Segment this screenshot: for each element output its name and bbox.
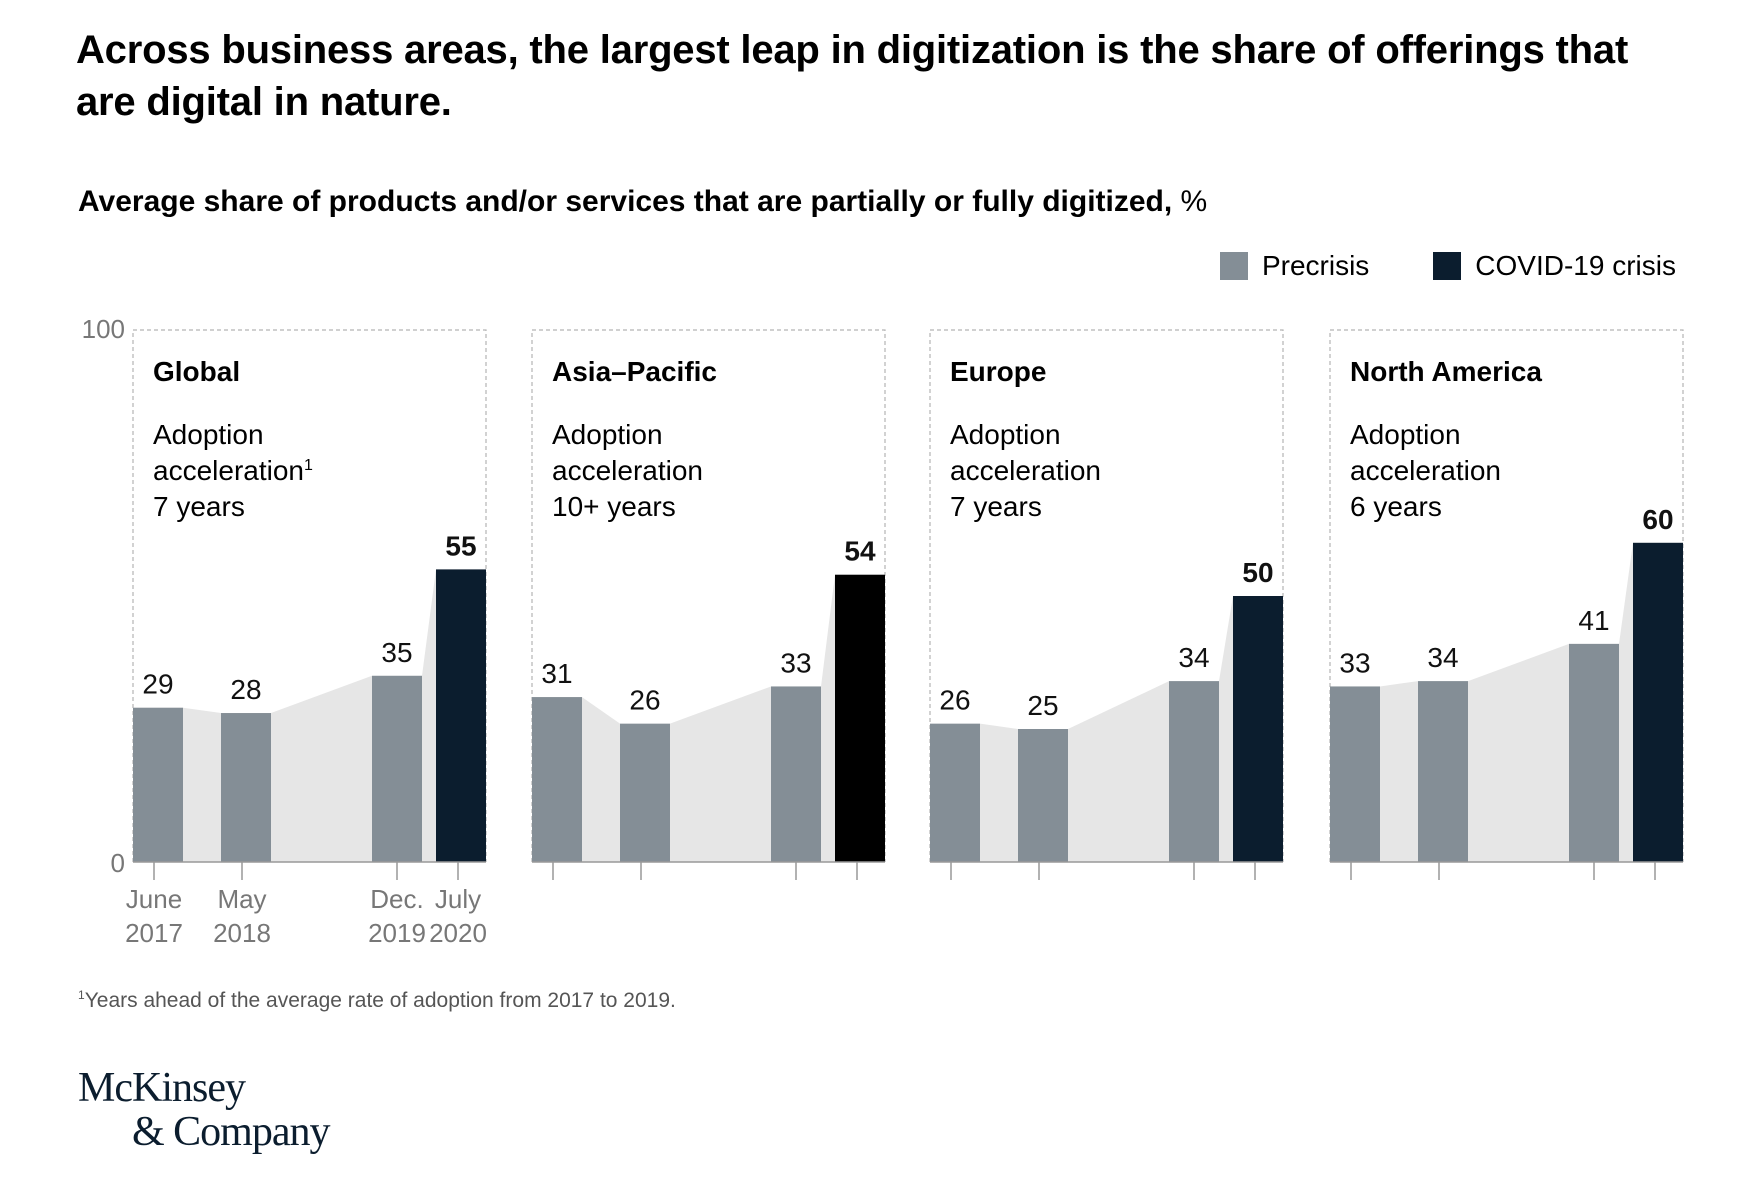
x-label-line2-3: 2020: [429, 918, 487, 948]
data-label-global-2: 35: [381, 637, 412, 668]
bar-global-0: [133, 707, 183, 862]
data-label-global-3: 55: [445, 530, 476, 561]
data-label-asia-pacific-2: 33: [780, 647, 811, 678]
chart-subtitle: Average share of products and/or service…: [78, 182, 1207, 222]
panel-note-line2-asia-pacific: acceleration: [552, 455, 703, 486]
x-label-line1-2: Dec.: [370, 884, 423, 914]
mckinsey-logo: McKinsey & Company: [78, 1066, 330, 1154]
panel-note-line1-global: Adoption: [153, 419, 264, 450]
subtitle-text: Average share of products and/or service…: [78, 185, 1173, 218]
bar-north-america-3: [1633, 542, 1683, 862]
x-label-line2-2: 2019: [368, 918, 426, 948]
bar-europe-2: [1169, 681, 1219, 862]
data-label-north-america-1: 34: [1427, 642, 1458, 673]
panel-note-line1-europe: Adoption: [950, 419, 1061, 450]
panel-note-line2-global: acceleration1: [153, 455, 313, 486]
legend: Precrisis COVID-19 crisis: [1219, 250, 1676, 282]
legend-label-crisis: COVID-19 crisis: [1475, 250, 1676, 281]
x-label-line1-1: May: [217, 884, 266, 914]
data-label-europe-3: 50: [1242, 557, 1273, 588]
data-label-europe-2: 34: [1178, 642, 1209, 673]
panel-note-line2-north-america: acceleration: [1350, 455, 1501, 486]
area-asia-pacific: [532, 574, 885, 862]
bar-north-america-1: [1418, 681, 1468, 862]
bar-global-1: [221, 713, 271, 862]
chart-title: Across business areas, the largest leap …: [76, 28, 1629, 124]
data-label-north-america-2: 41: [1578, 605, 1609, 636]
area-europe: [930, 596, 1283, 862]
panel-note-line1-north-america: Adoption: [1350, 419, 1461, 450]
footnote: 1Years ahead of the average rate of adop…: [78, 988, 676, 1013]
legend-swatch-precrisis: [1219, 252, 1248, 280]
data-label-asia-pacific-3: 54: [844, 536, 876, 567]
y-tick-label-0: 0: [111, 848, 125, 878]
data-label-global-1: 28: [230, 674, 261, 705]
panel-title-europe: Europe: [950, 356, 1046, 387]
y-tick-label-100: 100: [82, 314, 125, 344]
bar-north-america-2: [1569, 643, 1619, 862]
panel-note-line1-asia-pacific: Adoption: [552, 419, 663, 450]
data-label-global-0: 29: [142, 669, 173, 700]
legend-item-crisis: COVID-19 crisis: [1433, 250, 1676, 282]
panel-title-global: Global: [153, 356, 240, 387]
bar-europe-3: [1233, 596, 1283, 862]
bar-europe-0: [930, 723, 980, 862]
panel-years-global: 7 years: [153, 491, 245, 522]
data-label-europe-0: 26: [939, 685, 970, 716]
panel-years-north-america: 6 years: [1350, 491, 1442, 522]
panel-note-line2-europe: acceleration: [950, 455, 1101, 486]
x-label-line2-1: 2018: [213, 918, 271, 948]
area-global: [133, 569, 486, 862]
x-label-line1-3: July: [435, 884, 481, 914]
data-label-asia-pacific-1: 26: [629, 685, 660, 716]
subtitle-unit: %: [1172, 185, 1208, 218]
bar-global-2: [372, 675, 422, 862]
x-label-line1-0: June: [126, 884, 182, 914]
data-label-europe-1: 25: [1027, 690, 1058, 721]
panel-years-europe: 7 years: [950, 491, 1042, 522]
bar-global-3: [436, 569, 486, 862]
data-label-north-america-0: 33: [1339, 647, 1370, 678]
footnote-mark: 1: [78, 988, 85, 1002]
panel-note-sup-global: 1: [304, 457, 313, 474]
legend-label-precrisis: Precrisis: [1261, 250, 1370, 281]
area-north-america: [1330, 542, 1683, 862]
bar-europe-1: [1018, 729, 1068, 862]
panel-title-asia-pacific: Asia–Pacific: [552, 356, 717, 387]
panel-years-asia-pacific: 10+ years: [552, 491, 676, 522]
footnote-text: Years ahead of the average rate of adopt…: [84, 989, 676, 1012]
data-label-asia-pacific-0: 31: [541, 658, 572, 689]
legend-swatch-crisis: [1433, 252, 1462, 280]
x-label-line2-0: 2017: [125, 918, 183, 948]
bar-asia-pacific-1: [620, 723, 670, 862]
bar-asia-pacific-2: [771, 686, 821, 862]
legend-item-precrisis: Precrisis: [1219, 250, 1370, 282]
logo-line-1: McKinsey: [78, 1065, 246, 1111]
bar-asia-pacific-0: [532, 697, 582, 862]
bar-north-america-0: [1330, 686, 1380, 862]
bar-asia-pacific-3: [835, 574, 885, 862]
panel-title-north-america: North America: [1350, 356, 1542, 387]
logo-line-2: & Company: [132, 1109, 330, 1155]
data-label-north-america-3: 60: [1642, 504, 1673, 535]
